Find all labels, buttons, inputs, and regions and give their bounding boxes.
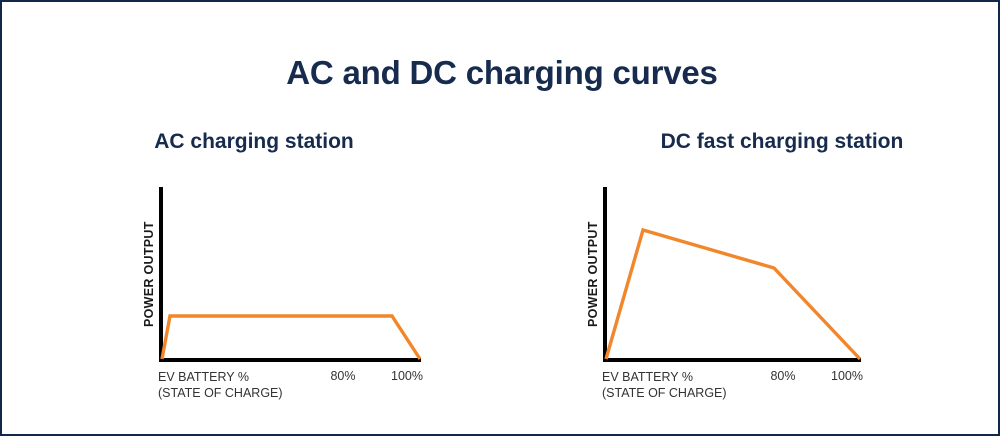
x-tick-100-ac: 100% <box>391 369 423 383</box>
chart-title-dc: DC fast charging station <box>660 130 904 153</box>
x-axis-label-line1-dc: EV BATTERY % <box>602 370 694 384</box>
chart-title-ac: AC charging station <box>154 130 354 153</box>
chart-area-ac: POWER OUTPUT EV BATTERY % (STATE OF CHAR… <box>2 177 502 417</box>
x-axis-label-line2-dc: (STATE OF CHARGE) <box>602 386 727 400</box>
chart-panel-ac: AC charging station POWER OUTPUT EV BATT… <box>2 2 502 434</box>
x-tick-100-dc: 100% <box>831 369 863 383</box>
page-title: AC and DC charging curves <box>286 54 718 91</box>
x-axis-label-line2-ac: (STATE OF CHARGE) <box>158 386 283 400</box>
dc-charging-curve <box>604 227 862 361</box>
y-axis-label-dc: POWER OUTPUT <box>586 221 600 327</box>
x-tick-80-dc: 80% <box>770 369 796 383</box>
chart-panel-dc: DC fast charging station POWER OUTPUT EV… <box>502 2 998 434</box>
x-axis-label-line1-ac: EV BATTERY % <box>158 370 250 384</box>
x-tick-80-ac: 80% <box>330 369 356 383</box>
chart-plot-ac <box>159 187 422 362</box>
ac-charging-curve <box>160 314 422 360</box>
chart-plot-dc <box>603 187 862 362</box>
chart-area-dc: POWER OUTPUT EV BATTERY % (STATE OF CHAR… <box>502 177 998 417</box>
y-axis-label-ac: POWER OUTPUT <box>142 221 156 327</box>
